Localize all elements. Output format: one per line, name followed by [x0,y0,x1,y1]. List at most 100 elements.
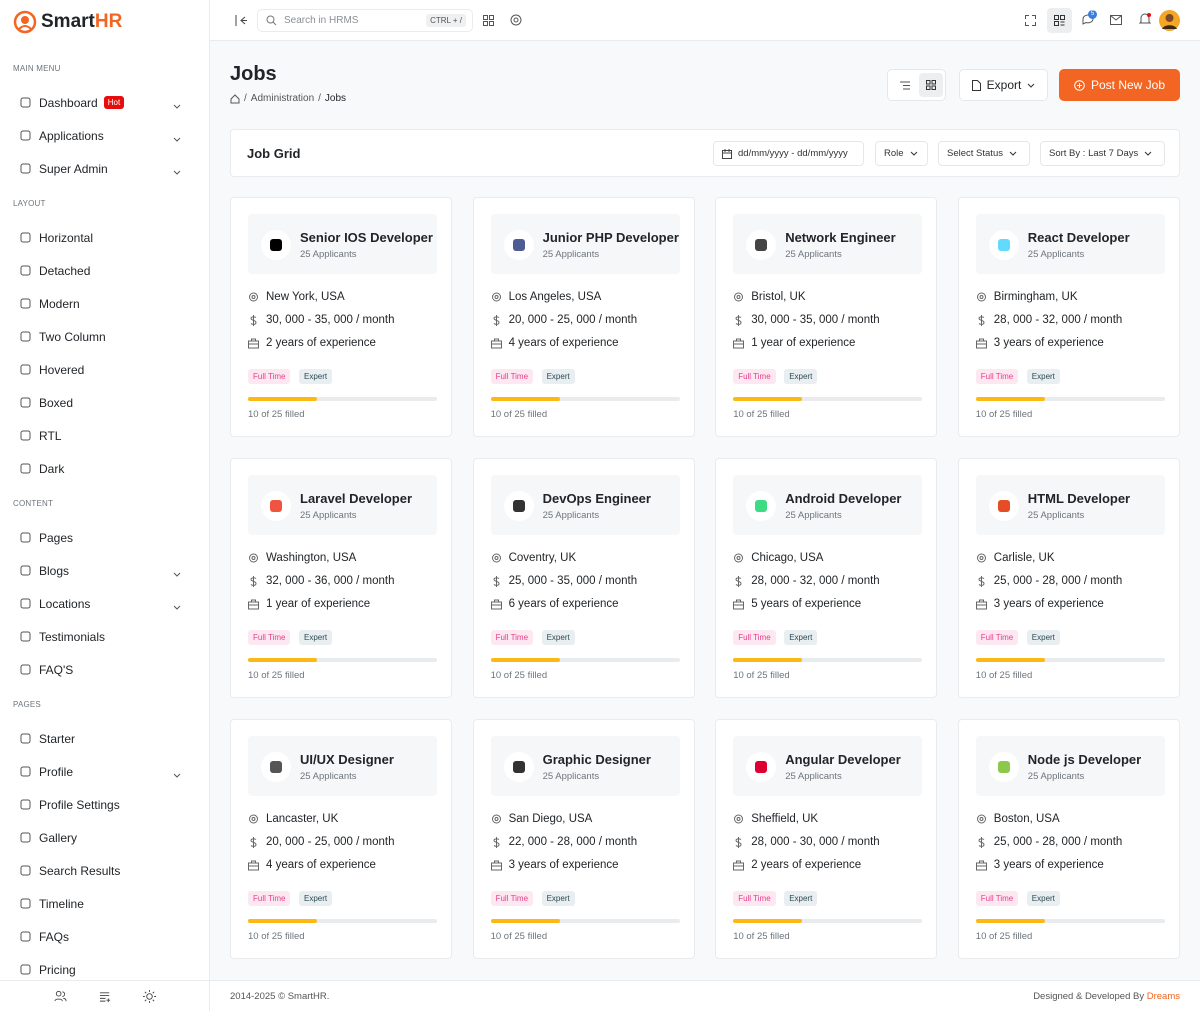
job-location-text: Bristol, UK [751,291,806,303]
status-filter[interactable]: Select Status [938,141,1030,166]
notification-icon[interactable] [1138,12,1152,26]
menu-item[interactable]: Starter [0,722,209,755]
job-title[interactable]: Node js Developer [1027,752,1142,767]
job-level-tag: Expert [541,891,575,906]
menu-item[interactable]: Modern [0,287,209,320]
menu-chevron [173,599,189,613]
menu-item[interactable]: Dark [0,452,209,485]
job-type-tag: Full Time [248,891,291,906]
progress-track [733,397,923,401]
job-icon [261,230,291,260]
job-card[interactable]: Junior PHP Developer 25 Applicants Los Ang… [472,197,695,437]
job-title[interactable]: Laravel Developer [300,491,413,506]
job-title[interactable]: Junior PHP Developer [542,230,679,245]
menu-item[interactable]: Timeline [0,887,209,920]
job-card[interactable]: Laravel Developer 25 Applicants Washington… [230,458,452,698]
settings-icon[interactable] [510,14,522,26]
search-box[interactable]: Search in HRMS CTRL + / [257,9,473,32]
job-experience: 1 year of experience [248,598,370,610]
sort-filter[interactable]: Sort By : Last 7 Days [1040,141,1165,166]
menu-item[interactable]: Super Admin [0,152,209,185]
menu-item[interactable]: FAQ'S [0,653,209,686]
menu-item[interactable]: Gallery [0,821,209,854]
job-title[interactable]: Network Engineer [785,230,896,245]
filled-label: 10 of 25 filled [248,670,305,681]
job-title[interactable]: Senior IOS Developer [300,230,433,245]
job-icon [746,752,777,782]
job-title[interactable]: UI/UX Designer [300,752,394,767]
job-experience-text: 3 years of experience [508,859,619,871]
job-experience-text: 3 years of experience [993,337,1104,349]
job-title[interactable]: HTML Developer [1027,491,1131,506]
grid-menu-button[interactable] [1047,8,1072,33]
job-card[interactable]: UI/UX Designer 25 Applicants Lancaster, UK… [230,719,452,959]
job-logo [755,239,768,251]
salary-icon [978,836,985,848]
menu-item[interactable]: Profile Settings [0,788,209,821]
job-title[interactable]: React Developer [1027,230,1130,245]
menu-item[interactable]: Two Column [0,320,209,353]
menu-item[interactable]: Hovered [0,353,209,386]
job-card[interactable]: HTML Developer 25 Applicants Carlisle, UK 2… [957,458,1180,698]
location-icon [491,553,501,562]
job-title[interactable]: Android Developer [785,491,902,506]
avatar[interactable] [1159,10,1180,31]
menu-item[interactable]: Profile [0,755,209,788]
credit-link[interactable]: Dreams [1146,991,1180,1002]
list-icon[interactable] [99,990,112,1003]
export-button[interactable]: Export [959,69,1048,101]
menu-label: Timeline [39,896,84,911]
job-title[interactable]: Graphic Designer [542,752,651,767]
menu-item[interactable]: Detached [0,254,209,287]
menu-item[interactable]: Boxed [0,386,209,419]
menu-chevron [173,566,189,580]
menu-item[interactable]: Blogs [0,554,209,587]
menu-item[interactable]: Search Results [0,854,209,887]
menu-item[interactable]: Dashboard Hot [0,86,209,119]
experience-icon [490,860,502,870]
location-icon [976,553,986,562]
job-title[interactable]: Angular Developer [785,752,901,767]
menu-item[interactable]: Applications [0,119,209,152]
menu-item[interactable]: Locations [0,587,209,620]
job-type-tag: Full Time [490,891,534,906]
job-card[interactable]: React Developer 25 Applicants Birmingham, … [957,197,1180,437]
menu-item[interactable]: FAQs [0,920,209,953]
job-card[interactable]: Network Engineer 25 Applicants Bristol, UK… [715,197,938,437]
users-icon[interactable] [54,990,67,1003]
grid-menu-icon [1054,15,1065,26]
job-card[interactable]: Graphic Designer 25 Applicants San Diego, … [472,719,695,959]
menu-icon [20,832,31,843]
menu-item[interactable]: Horizontal [0,221,209,254]
job-card[interactable]: DevOps Engineer 25 Applicants Coventry, UK… [472,458,695,698]
mail-icon[interactable] [1110,15,1122,25]
theme-icon[interactable] [143,990,156,1003]
job-card[interactable]: Senior IOS Developer 25 Applicants New Yor… [230,197,452,437]
collapse-icon[interactable] [235,15,247,26]
job-type-tag: Full Time [733,630,776,645]
job-card[interactable]: Node js Developer 25 Applicants Boston, US… [957,719,1180,959]
post-job-button[interactable]: Post New Job [1059,69,1180,101]
list-view-icon[interactable] [900,81,910,90]
menu-item[interactable]: RTL [0,419,209,452]
filled-label: 10 of 25 filled [733,670,790,681]
chat-icon[interactable] [1082,14,1094,26]
job-type-tag: Full Time [490,369,534,384]
menu-item[interactable]: Pages [0,521,209,554]
home-icon[interactable] [230,93,240,104]
experience-icon [733,860,745,870]
date-range[interactable]: dd/mm/yyyy - dd/mm/yyyy [713,141,864,166]
job-card[interactable]: Angular Developer 25 Applicants Sheffield,… [715,719,938,959]
job-title[interactable]: DevOps Engineer [542,491,651,506]
job-card[interactable]: Android Developer 25 Applicants Chicago, U… [715,458,938,698]
job-level-tag: Expert [541,369,575,384]
menu-item[interactable]: Testimonials [0,620,209,653]
fullscreen-icon[interactable] [1025,15,1036,26]
apps-icon[interactable] [483,15,494,26]
grid-view-button[interactable] [919,73,943,97]
menu-item[interactable]: Pricing [0,953,209,980]
breadcrumb-item[interactable]: Administration [250,93,315,104]
job-type-tag: Full Time [975,630,1019,645]
brand[interactable]: SmartHR [13,10,122,34]
role-filter[interactable]: Role [875,141,928,166]
